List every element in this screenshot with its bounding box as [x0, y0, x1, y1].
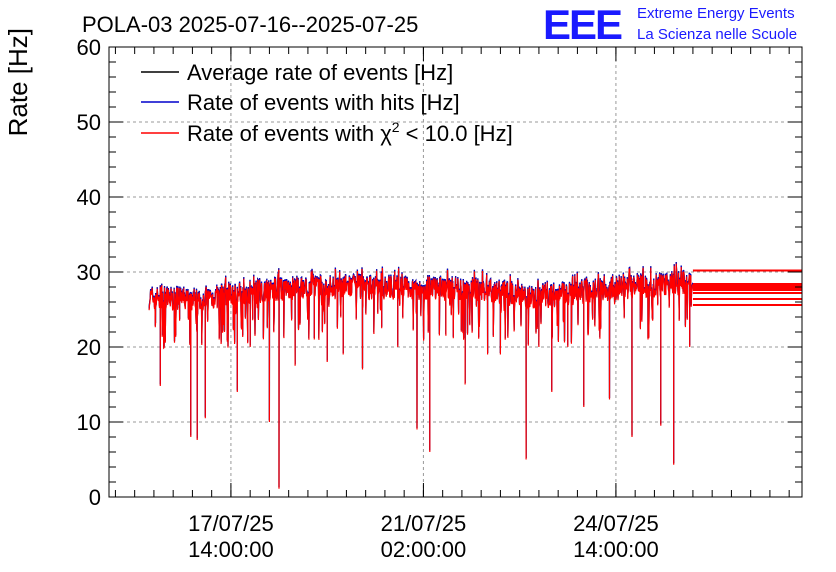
- axes: 010203040506017/07/2514:00:0021/07/2502:…: [77, 35, 802, 562]
- y-tick-label: 0: [89, 485, 101, 510]
- y-tick-label: 20: [77, 335, 101, 360]
- x-tick-label-time: 14:00:00: [573, 537, 659, 562]
- eee-logo-text: EEE: [543, 1, 622, 48]
- brand-line-2: La Scienza nelle Scuole: [637, 26, 797, 43]
- x-tick-label-time: 14:00:00: [188, 537, 274, 562]
- brand-line-1: Extreme Energy Events: [637, 5, 795, 22]
- y-tick-label: 40: [77, 185, 101, 210]
- y-tick-label: 50: [77, 110, 101, 135]
- x-tick-label-date: 24/07/25: [573, 511, 659, 536]
- y-tick-label: 30: [77, 260, 101, 285]
- grid-lines: [109, 47, 802, 497]
- x-tick-label-date: 17/07/25: [188, 511, 274, 536]
- x-tick-label-date: 21/07/25: [381, 511, 467, 536]
- chart-title: POLA-03 2025-07-16--2025-07-25: [82, 12, 418, 37]
- eee-logo: EEE Extreme Energy Events La Scienza nel…: [543, 1, 797, 48]
- legend-label-0: Average rate of events [Hz]: [187, 60, 453, 85]
- series-line-2: [148, 263, 694, 489]
- legend-label-1: Rate of events with hits [Hz]: [187, 90, 460, 115]
- y-tick-label: 10: [77, 410, 101, 435]
- series-layer: [148, 262, 802, 489]
- legend-label-2: Rate of events with χ2 < 10.0 [Hz]: [187, 119, 513, 146]
- legend: Average rate of events [Hz] Rate of event…: [141, 60, 513, 146]
- x-tick-label-time: 02:00:00: [381, 537, 467, 562]
- y-tick-label: 60: [77, 35, 101, 60]
- y-axis-label: Rate [Hz]: [3, 28, 33, 136]
